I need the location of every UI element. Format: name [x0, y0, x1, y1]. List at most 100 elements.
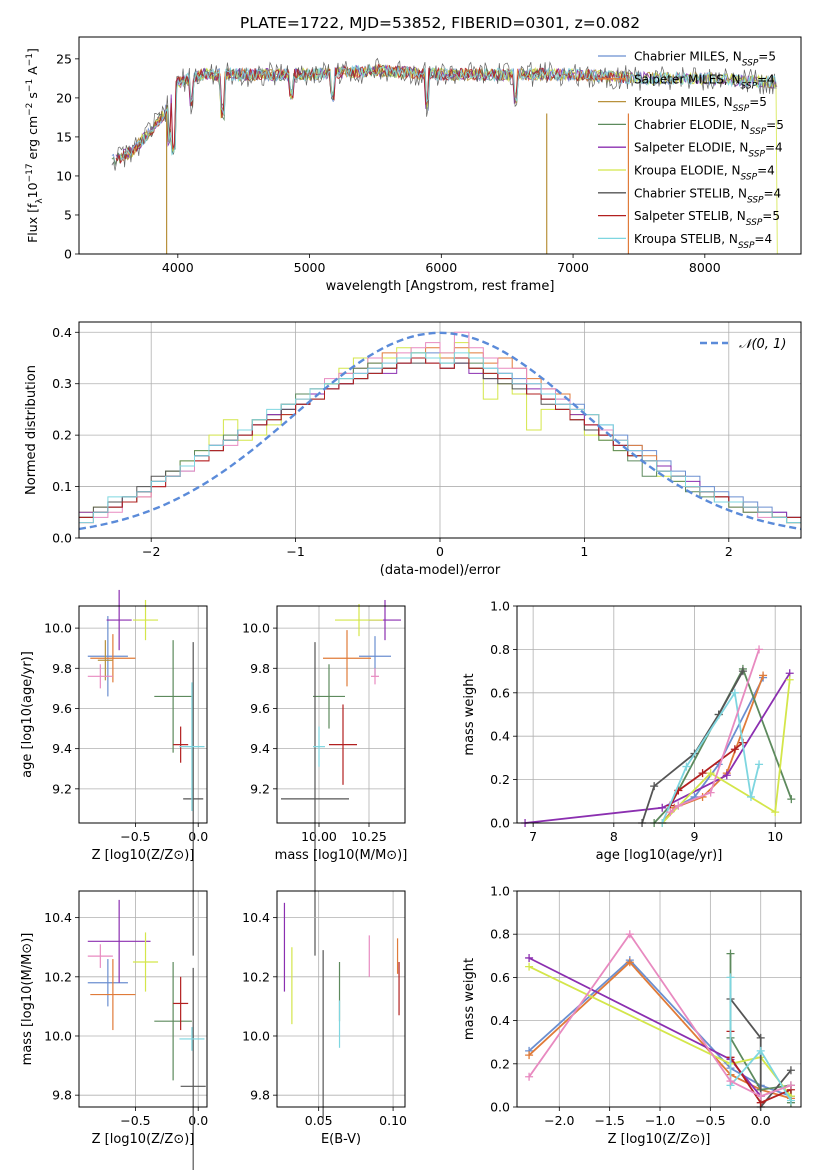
mass-weight-marker: [525, 1072, 534, 1081]
y-tick-label: 10.0: [44, 1028, 72, 1043]
age-vs-metallicity-panel: −0.5 0.0 9.2 9.4 9.6 9.8 10.0 Z [log10(Z/Z⊙)] ag…: [20, 589, 208, 956]
x-axis-label: Z [log10(Z/Z⊙)]: [92, 848, 195, 863]
y-tick-label: 15: [56, 129, 72, 144]
x-tick-label: −1.0: [645, 1113, 675, 1128]
axes-frame: [516, 890, 802, 1108]
mass-weight-marker: [674, 801, 683, 810]
mass-weight-marker: [722, 771, 731, 780]
mass-weight-vs-age-panel: 7 8 9 10 0.0 0.2 0.4 0.6 0.8 1.0 age [log10(age/yr…: [462, 599, 802, 863]
y-tick-label: 10.0: [242, 1028, 270, 1043]
mass-weight-marker: [785, 675, 794, 684]
y-tick-label: 9.4: [52, 741, 72, 756]
y-tick-label: 9.6: [250, 701, 270, 716]
x-tick-label: 8000: [689, 260, 721, 275]
x-tick-label: 4000: [162, 260, 194, 275]
mass-weight-marker: [756, 1046, 765, 1055]
y-axis-label: Normed distribution: [24, 365, 39, 495]
residual-histogram-panel: −2 −1 0 1 2 0.0 0.1 0.2 0.3 0.4 𝒩(0, 1) (data-model…: [24, 321, 802, 578]
y-tick-label: 10: [56, 168, 72, 183]
y-tick-label: 25: [56, 51, 72, 66]
y-tick-label: 9.8: [250, 661, 270, 676]
y-tick-label: 0.0: [490, 1100, 510, 1115]
y-axis-label: age [log10(age/yr)]: [20, 651, 35, 778]
mass-weight-line: [525, 672, 791, 824]
mass-weight-marker: [682, 762, 691, 771]
y-tick-label: 0.6: [490, 970, 510, 985]
mass-vs-metallicity-panel: −0.5 0.0 9.8 10.0 10.2 10.4 Z [log10(Z/Z⊙)] mas…: [20, 890, 208, 1170]
x-tick-label: 0.0: [188, 829, 208, 844]
spectrum-panel: 4000 5000 6000 7000 8000 0 5 10 15 20 25 wavelength…: [25, 36, 802, 294]
x-tick-label: 7000: [557, 260, 589, 275]
x-tick-label: 8: [610, 829, 618, 844]
x-axis-label: Z [log10(Z/Z⊙)]: [608, 1132, 711, 1147]
y-tick-label: 20: [56, 90, 72, 105]
y-tick-label: 10.0: [44, 621, 72, 636]
y-tick-label: 0: [64, 247, 72, 262]
mass-weight-marker: [759, 671, 768, 680]
x-axis-label: age [log10(age/yr)]: [596, 848, 723, 863]
x-tick-label: 10: [767, 829, 783, 844]
x-tick-label: 6000: [425, 260, 457, 275]
axes-frame: [78, 890, 208, 1108]
mass-weight-marker: [755, 645, 764, 654]
mass-weight-marker: [756, 1033, 765, 1042]
mass-weight-marker: [698, 769, 707, 778]
x-axis-label: mass [log10(M/M⊙)]: [275, 848, 408, 863]
x-axis-label: Z [log10(Z/Z⊙)]: [92, 1132, 195, 1147]
mass-weight-marker: [726, 1077, 735, 1086]
mass-weight-marker: [730, 688, 739, 697]
y-tick-label: 10.4: [44, 910, 72, 925]
legend-label: Chabrier MILES, NSSP=5: [634, 50, 776, 69]
y-tick-label: 0.4: [490, 729, 510, 744]
x-tick-label: 9: [691, 829, 699, 844]
x-tick-label: 7: [529, 829, 537, 844]
mass-weight-marker: [666, 808, 675, 817]
y-tick-label: 0.4: [490, 1013, 510, 1028]
mass-weight-marker: [786, 1066, 795, 1075]
x-tick-label: 10.25: [351, 829, 387, 844]
mass-weight-marker: [650, 782, 659, 791]
mass-weight-line: [669, 649, 760, 813]
y-axis-label: mass weight: [462, 958, 477, 1040]
x-tick-label: −1: [286, 544, 304, 559]
y-axis-label: mass [log10(M/M⊙)]: [20, 933, 35, 1066]
mass-weight-marker: [738, 667, 747, 676]
mass-weight-marker: [730, 745, 739, 754]
spectrum-line: [119, 64, 777, 162]
axes-frame: [516, 605, 802, 824]
legend-label: Kroupa ELODIE, NSSP=4: [634, 164, 775, 183]
x-tick-label: 0.05: [305, 1113, 333, 1128]
mass-weight-marker: [706, 769, 715, 778]
mass-weight-marker: [625, 930, 634, 939]
x-axis-label: wavelength [Angstrom, rest frame]: [326, 279, 555, 294]
x-tick-label: −2: [142, 544, 160, 559]
mass-vs-extinction-panel: 0.05 0.10 9.8 10.0 10.2 10.4 E(B-V): [242, 890, 407, 1147]
mass-weight-marker: [746, 792, 755, 801]
legend-label: Salpeter STELIB, NSSP=5: [634, 209, 780, 228]
x-tick-label: 1: [580, 544, 588, 559]
y-tick-label: 0.2: [490, 1056, 510, 1071]
x-tick-label: 5000: [294, 260, 326, 275]
legend-label: Salpeter MILES, NSSP=4: [634, 72, 775, 91]
x-tick-label: 0: [436, 544, 444, 559]
x-tick-label: −2.0: [544, 1113, 574, 1128]
mass-weight-marker: [525, 1051, 534, 1060]
mass-weight-marker: [755, 760, 764, 769]
y-tick-label: 5: [64, 207, 72, 222]
y-tick-label: 0.1: [52, 479, 72, 494]
x-tick-label: 10.00: [301, 829, 337, 844]
normal-curve: [78, 331, 802, 531]
x-axis-label: E(B-V): [321, 1132, 361, 1147]
y-tick-label: 9.8: [52, 661, 72, 676]
histogram-step: [78, 352, 802, 538]
x-tick-label: 0.0: [751, 1113, 771, 1128]
age-vs-mass-panel: 10.00 10.25 9.2 9.4 9.6 9.8 10.0 mass [log10(M/…: [242, 599, 408, 956]
legend-label: Chabrier STELIB, NSSP=4: [634, 186, 781, 205]
x-tick-label: 0.10: [379, 1113, 407, 1128]
mass-weight-marker: [787, 795, 796, 804]
y-tick-label: 0.4: [52, 325, 72, 340]
mass-weight-marker: [726, 949, 735, 958]
y-tick-label: 0.3: [52, 376, 72, 391]
y-tick-label: 0.8: [490, 642, 510, 657]
axes-frame: [78, 605, 208, 824]
